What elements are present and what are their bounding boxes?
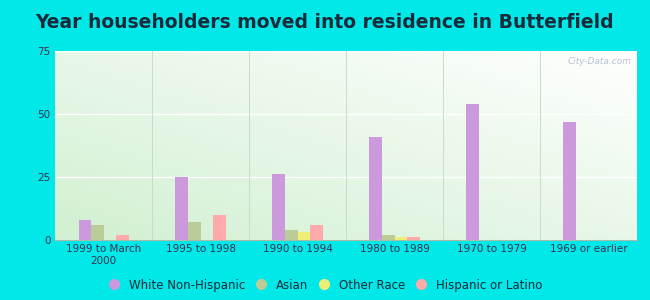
Bar [407, 238, 420, 240]
Bar [382, 235, 395, 240]
Bar [272, 175, 285, 240]
Text: City-Data.com: City-Data.com [567, 57, 631, 66]
Bar [369, 137, 382, 240]
Text: Year householders moved into residence in Butterfield: Year householders moved into residence i… [36, 14, 614, 32]
Bar [116, 235, 129, 240]
Bar [213, 215, 226, 240]
Bar [564, 122, 576, 240]
Bar [466, 104, 479, 240]
Bar [298, 232, 310, 240]
Bar [176, 177, 188, 240]
Bar [91, 225, 104, 240]
Legend: White Non-Hispanic, Asian, Other Race, Hispanic or Latino: White Non-Hispanic, Asian, Other Race, H… [105, 276, 545, 294]
Bar [395, 238, 407, 240]
Bar [310, 225, 323, 240]
Bar [79, 220, 91, 240]
Bar [188, 222, 201, 240]
Bar [285, 230, 298, 240]
